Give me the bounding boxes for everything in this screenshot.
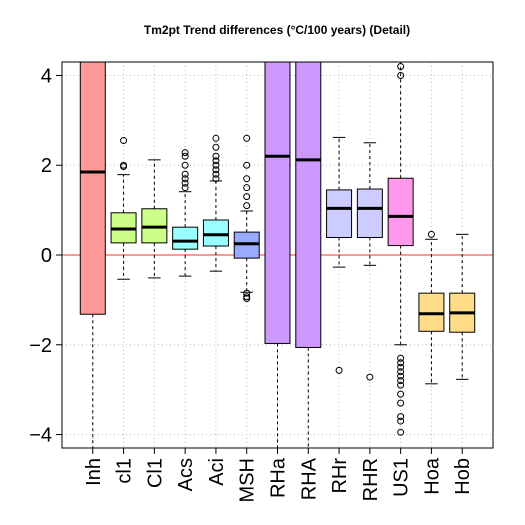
outlier	[397, 368, 405, 376]
x-tick-label: Acs	[175, 458, 197, 491]
box	[295, 62, 322, 348]
outlier	[243, 289, 251, 297]
outlier	[397, 372, 405, 380]
outlier	[397, 399, 405, 407]
outlier	[212, 134, 220, 142]
x-tick-label: US1	[391, 458, 413, 497]
outlier	[212, 170, 220, 178]
outlier	[243, 184, 251, 192]
outlier	[397, 62, 405, 70]
chart-title: Tm2pt Trend differences (°C/100 years) (…	[144, 23, 410, 37]
outlier	[181, 175, 189, 183]
y-tick-label: 4	[41, 65, 52, 87]
box	[356, 188, 383, 238]
x-tick-label: Cl1	[144, 458, 166, 488]
y-tick-label: 0	[41, 245, 52, 267]
outlier	[366, 373, 374, 381]
x-tick-label: Inh	[83, 458, 105, 486]
x-tick-label: RHA	[298, 457, 320, 500]
y-tick-label: −4	[29, 425, 52, 447]
box	[326, 189, 353, 238]
x-tick-label: RHa	[268, 457, 290, 498]
outlier	[243, 175, 251, 183]
outlier	[212, 143, 220, 151]
x-tick-label: RHr	[329, 458, 351, 494]
x-tick-label: cl1	[114, 458, 136, 484]
outlier	[397, 428, 405, 436]
outlier	[212, 152, 220, 160]
outlier	[243, 295, 251, 303]
outlier	[212, 175, 220, 183]
box	[418, 292, 445, 332]
outlier	[335, 366, 343, 374]
outlier	[120, 137, 128, 145]
x-tick-label: Hob	[452, 458, 474, 495]
box	[387, 177, 414, 247]
outlier	[181, 170, 189, 178]
outlier	[397, 390, 405, 398]
x-tick-label: RHR	[360, 458, 382, 501]
outlier	[427, 230, 435, 238]
outlier	[212, 161, 220, 169]
box	[202, 219, 229, 247]
outlier	[397, 363, 405, 371]
outlier	[397, 377, 405, 385]
outlier	[120, 161, 128, 169]
outlier	[243, 161, 251, 169]
outlier	[397, 71, 405, 79]
outlier	[397, 359, 405, 367]
outlier	[181, 152, 189, 160]
x-tick-label: MSH	[237, 458, 259, 502]
box	[172, 226, 199, 250]
y-tick-label: 2	[41, 155, 52, 177]
outlier	[397, 354, 405, 362]
outlier	[243, 202, 251, 210]
outlier	[397, 413, 405, 421]
outlier	[181, 184, 189, 192]
outlier	[181, 161, 189, 169]
outlier	[243, 193, 251, 201]
outlier	[243, 134, 251, 142]
x-tick-label: Hoa	[421, 457, 443, 495]
x-tick-label: Aci	[206, 458, 228, 486]
outlier	[181, 149, 189, 157]
y-tick-label: −2	[29, 335, 52, 357]
box	[264, 62, 291, 344]
outlier	[212, 166, 220, 174]
outlier	[397, 417, 405, 425]
outlier	[397, 381, 405, 389]
plot-area	[62, 62, 493, 448]
outlier	[181, 179, 189, 187]
outlier	[212, 157, 220, 165]
